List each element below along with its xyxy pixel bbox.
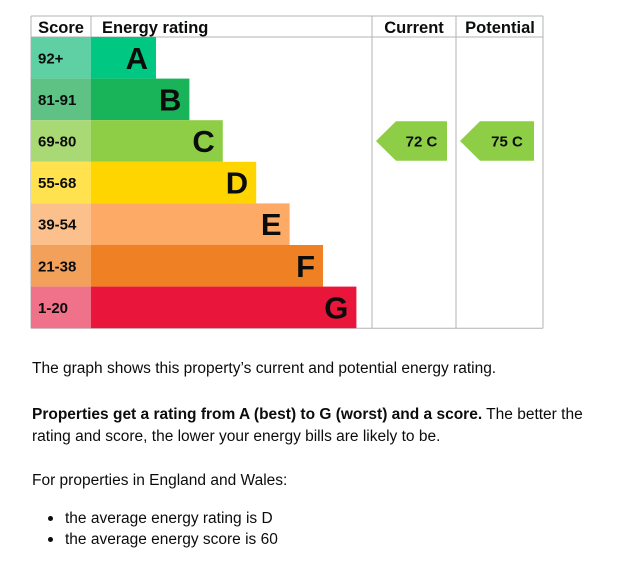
score-range-label: 69-80 (38, 134, 76, 151)
current-rating-marker-label: 72 C (406, 134, 438, 151)
averages-list: the average energy rating is D the avera… (32, 508, 278, 550)
rating-letter: E (261, 207, 282, 242)
rating-bar-b (91, 78, 190, 121)
score-range-label: 21-38 (38, 258, 76, 275)
rating-bar-g (91, 286, 357, 329)
score-range-cell (31, 203, 91, 245)
rating-explanation-rest: The better the rating and score, the low… (32, 406, 583, 445)
rating-letter: C (192, 124, 214, 159)
rating-letter: F (296, 249, 315, 284)
score-range-label: 92+ (38, 50, 64, 67)
chart-description: The graph shows this property’s current … (32, 360, 497, 377)
rating-letter: G (324, 290, 348, 325)
rating-bar-a (91, 37, 156, 79)
potential-rating-marker (460, 121, 534, 161)
score-range-label: 81-91 (38, 92, 76, 109)
rating-markers: 72 C 75 C (376, 121, 534, 161)
score-range-cell (31, 37, 91, 79)
rating-letter: A (126, 41, 148, 76)
score-range-label: 1-20 (38, 300, 68, 317)
rating-explanation: Properties get a rating from A (best) to… (32, 404, 592, 448)
energy-rating-chart: 92+ A81-91 B69-80 C55-68 D39-54 E21-38 F1-20 G … (30, 15, 544, 329)
score-range-cell (31, 286, 91, 329)
rating-letter: D (226, 166, 248, 201)
region-text: For properties in England and Wales: (32, 472, 288, 489)
score-range-cell (31, 245, 91, 287)
potential-header: Potential (465, 19, 535, 37)
rating-bar-c (91, 120, 223, 162)
score-range-cell (31, 161, 91, 204)
current-header: Current (384, 19, 444, 37)
list-item: the average energy rating is D (32, 508, 278, 529)
rating-letter: B (159, 82, 181, 117)
rating-bar-e (91, 203, 290, 245)
score-range-label: 55-68 (38, 175, 76, 192)
list-item: the average energy score is 60 (32, 529, 278, 550)
chart-headers: Score Energy rating Current Potential (38, 19, 535, 37)
score-range-cell (31, 78, 91, 121)
energy-rating-header: Energy rating (102, 19, 208, 37)
rating-bands: 92+ A 81-91 B 69-80 C 55-68 D 39-54 E 21-38 F 1-20 G (31, 37, 357, 329)
current-rating-marker (376, 121, 447, 161)
score-range-label: 39-54 (38, 217, 77, 234)
rating-bar-d (91, 161, 257, 204)
rating-explanation-bold: Properties get a rating from A (best) to… (32, 406, 483, 423)
potential-rating-marker-label: 75 C (491, 134, 523, 151)
rating-bar-f (91, 245, 323, 287)
score-header: Score (38, 19, 84, 37)
score-range-cell (31, 120, 91, 162)
